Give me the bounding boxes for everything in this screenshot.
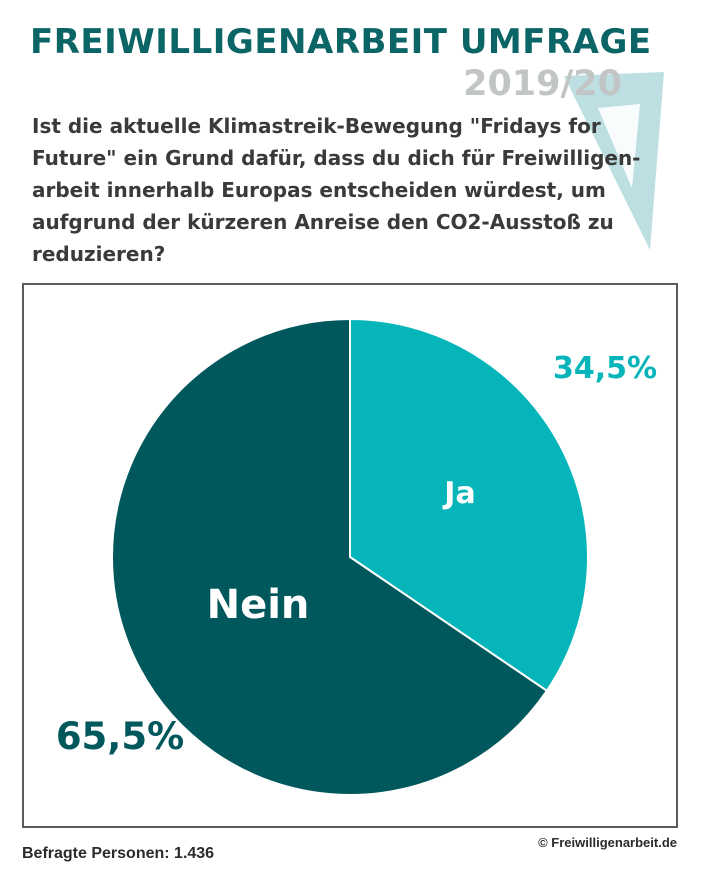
survey-question: Ist die aktuelle Klimastreik-Bewegung "F… <box>32 114 641 266</box>
slice-value-ja: 34,5% <box>553 351 657 386</box>
copyright-note: © Freiwilligenarbeit.de <box>538 835 677 850</box>
triangle-logo-icon <box>564 72 664 250</box>
pie-slice-nein <box>111 317 549 796</box>
survey-year: 2019/20 <box>463 64 622 104</box>
pie-chart: Ja 34,5% Nein 65,5% <box>56 317 657 796</box>
respondents-count: Befragte Personen: 1.436 <box>22 845 215 862</box>
slice-label-nein: Nein <box>207 582 310 628</box>
page-title: FREIWILLIGENARBEIT UMFRAGE <box>30 22 652 62</box>
slice-label-ja: Ja <box>442 476 475 511</box>
pie-slice-ja <box>349 317 589 693</box>
slice-value-nein: 65,5% <box>56 715 184 758</box>
chart-frame: Ja 34,5% Nein 65,5% <box>22 283 678 828</box>
